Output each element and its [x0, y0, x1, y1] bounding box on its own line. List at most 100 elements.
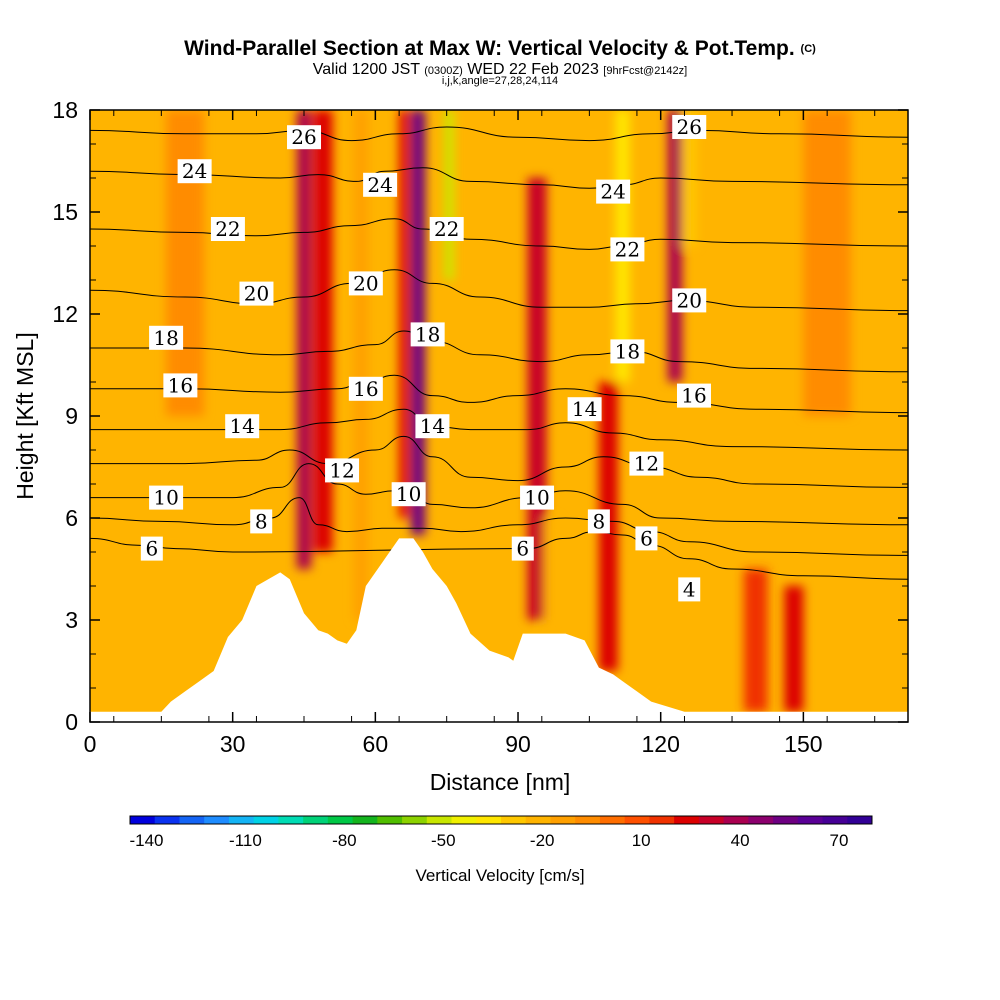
contour-label: 24 [182, 159, 207, 183]
colorbar-tick-label: 70 [830, 831, 849, 850]
colorbar-swatch [377, 816, 403, 824]
contour-label-box [587, 509, 610, 534]
x-tick-label: 30 [220, 731, 246, 757]
contour-label: 6 [516, 537, 529, 561]
colorbar-swatch [847, 816, 873, 824]
contour-label: 16 [353, 377, 378, 401]
contour-label-box [567, 397, 602, 422]
contour-label-box [325, 458, 360, 483]
theta-contour-6 [90, 531, 908, 580]
y-tick-label: 15 [52, 199, 78, 225]
colorbar-swatch [278, 816, 304, 824]
velocity-band-6 [453, 110, 469, 518]
contour-label: 22 [434, 217, 459, 241]
colorbar-swatch [773, 816, 799, 824]
colorbar-tick-label: -140 [129, 831, 163, 850]
colorbar-swatch [599, 816, 626, 824]
colorbar-swatch [130, 816, 156, 824]
velocity-band-15 [166, 110, 205, 416]
y-axis-label: Height [Kft MSL] [12, 332, 38, 499]
x-tick-label: 0 [84, 731, 97, 757]
y-tick-label: 12 [52, 301, 78, 327]
contour-label-box [250, 509, 273, 534]
colorbar-swatch [402, 816, 428, 824]
contour-label-box [177, 159, 212, 184]
contour-label: 6 [145, 537, 158, 561]
contour-label: 12 [634, 452, 659, 476]
contour-label-box [429, 217, 464, 241]
velocity-band-4 [399, 110, 409, 518]
utc-time: (0300Z) [424, 65, 463, 77]
contour-label: 10 [524, 486, 549, 510]
contour-label-box [348, 271, 383, 296]
contour-label: 24 [600, 180, 625, 204]
contour-label-box [140, 536, 163, 561]
colorbar-swatch [575, 816, 601, 824]
velocity-band-11 [667, 110, 683, 382]
contour-label: 26 [677, 115, 702, 139]
x-tick-label: 150 [784, 731, 822, 757]
x-axis: 0 30 60 90 120 150 [84, 110, 876, 757]
theta-contours [90, 126, 908, 601]
x-tick-label: 60 [363, 731, 389, 757]
contour-label: 8 [255, 509, 268, 533]
contour-label: 20 [244, 282, 269, 306]
x-tick-label: 90 [505, 731, 531, 757]
colorbar-tick-label: -80 [332, 831, 357, 850]
contour-label-box [511, 536, 534, 561]
contour-label: 20 [353, 271, 378, 295]
contour-label-box [629, 451, 664, 476]
colorbar-swatch [822, 816, 848, 824]
colorbar-tick-label: -50 [431, 831, 456, 850]
contour-label: 14 [229, 414, 254, 438]
colorbar-swatch [525, 816, 551, 824]
terrain [90, 538, 908, 722]
x-tick-label: 120 [642, 731, 680, 757]
contour-label: 18 [415, 322, 440, 346]
colorbar-swatch [253, 816, 279, 824]
plot-area: 4 6 6 6 8 8 10 10 10 12 12 14 14 14 16 16 16 18 18 18 20 20 20… [90, 110, 908, 722]
theta-contour-26 [90, 126, 908, 142]
contour-label-box [225, 414, 260, 439]
contour-label: 16 [168, 373, 193, 397]
colorbar-swatch [723, 816, 749, 824]
contour-label-box [678, 577, 701, 602]
x-axis-label: Distance [nm] [430, 769, 571, 795]
velocity-band-12 [682, 110, 697, 246]
velocity-band-8 [544, 518, 559, 637]
contour-label: 10 [153, 486, 178, 510]
theta-contour-14 [90, 408, 908, 451]
contour-label-box [149, 485, 184, 510]
contour-label-box [149, 325, 184, 350]
colorbar-frame [129, 815, 873, 825]
y-tick-label: 0 [65, 709, 78, 735]
colorbar-swatch [748, 816, 774, 824]
contour-label-box [391, 482, 426, 507]
contour-label: 12 [329, 458, 354, 482]
contour-label-box [363, 172, 398, 197]
y-tick-label: 18 [52, 97, 78, 123]
contour-label-box [610, 237, 645, 262]
velocity-band-0 [296, 110, 312, 569]
contour-label: 6 [640, 526, 653, 550]
colorbar-label: Vertical Velocity [cm/s] [415, 866, 584, 885]
theta-contour-12 [90, 435, 908, 488]
contour-label: 16 [681, 384, 706, 408]
contour-label: 8 [593, 509, 606, 533]
contour-label-box [415, 414, 450, 439]
theta-contour-24 [90, 167, 908, 189]
colorbar-swatch [179, 816, 205, 824]
colorbar-tick-label: 40 [731, 831, 750, 850]
contour-label-box [596, 179, 631, 204]
chart-title: Wind-Parallel Section at Max W: Vertical… [184, 37, 816, 60]
y-axis: 0 3 6 9 12 15 18 [52, 97, 908, 735]
contour-label-box [163, 373, 198, 398]
colorbar-tick-label: -110 [229, 831, 262, 850]
contour-label-box [520, 485, 555, 510]
contour-label: 14 [572, 397, 597, 421]
colorbar-swatch [426, 816, 453, 824]
y-tick-label: 6 [65, 505, 78, 531]
contour-label: 14 [420, 414, 445, 438]
colorbar-swatch [451, 816, 477, 824]
